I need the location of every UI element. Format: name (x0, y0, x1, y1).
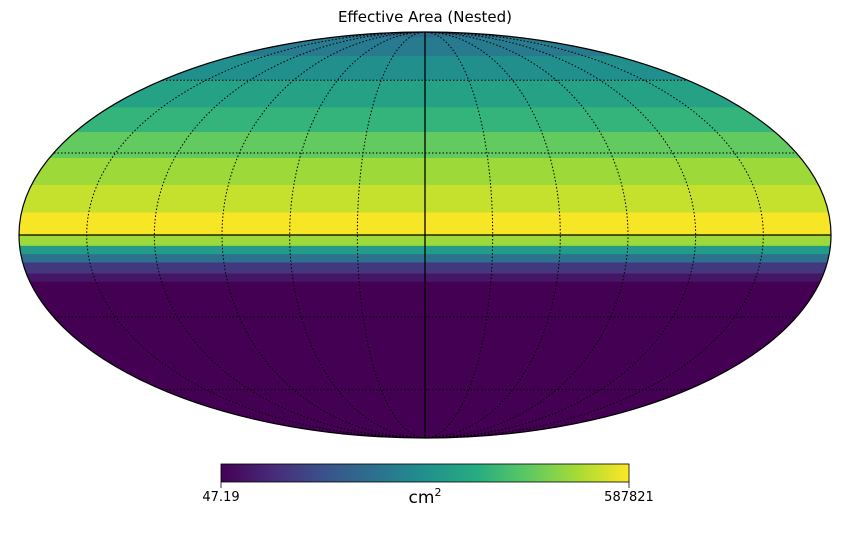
map-boundary (18, 31, 832, 439)
colorbar-min-label: 47.19 (202, 490, 239, 505)
colorbar-max-label: 587821 (604, 490, 654, 505)
meridian-line (153, 32, 426, 438)
colorbar (220, 463, 630, 483)
colorbar-unit-label: cm2 (409, 486, 442, 508)
chart-title: Effective Area (Nested) (338, 8, 512, 26)
